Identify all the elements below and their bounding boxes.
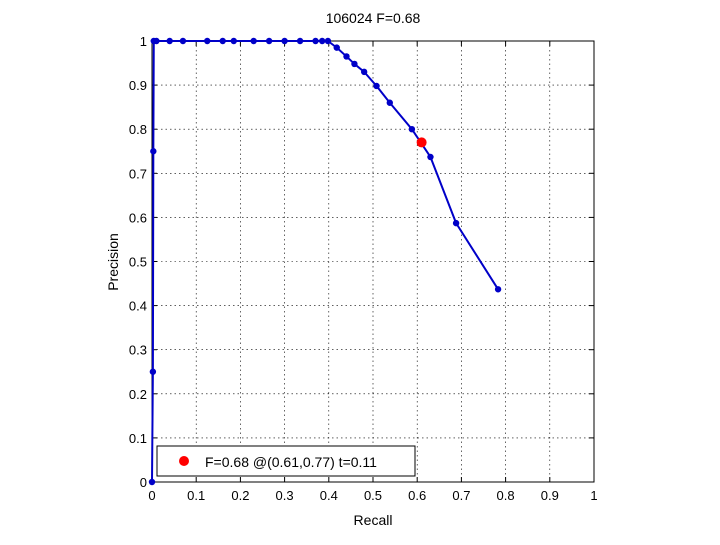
data-point [148, 478, 156, 486]
y-tick-label: 0.7 [129, 166, 147, 181]
data-point [281, 37, 288, 45]
x-tick-label: 0.8 [497, 488, 515, 503]
data-point [219, 37, 226, 45]
x-tick-label: 0.1 [187, 488, 205, 503]
y-tick-label: 0.1 [129, 431, 147, 446]
series-layer [148, 37, 502, 486]
data-point [318, 37, 326, 45]
legend-marker [179, 456, 189, 466]
y-tick-label: 0.6 [129, 210, 147, 225]
data-point [427, 153, 434, 161]
data-point [351, 60, 358, 68]
legend: F=0.68 @(0.61,0.77) t=0.11 [156, 445, 416, 477]
y-tick-label: 0.4 [129, 299, 147, 314]
data-point [324, 37, 332, 45]
highlight-layer [416, 137, 427, 148]
data-point [386, 99, 393, 106]
data-point [166, 37, 173, 45]
data-point [230, 37, 237, 45]
data-point [343, 53, 350, 60]
x-tick-label: 0.6 [408, 488, 426, 503]
data-point [250, 37, 257, 45]
best-f-point [416, 137, 427, 148]
data-point [360, 68, 368, 76]
data-point [179, 37, 187, 45]
y-tick-label: 0 [140, 475, 147, 490]
y-tick-label: 0.9 [129, 78, 147, 93]
y-axis-label: Precision [105, 233, 121, 291]
data-point [265, 37, 273, 45]
data-point [312, 37, 319, 45]
data-point [204, 37, 211, 45]
data-point [408, 126, 416, 133]
y-tick-label: 1 [140, 34, 147, 49]
axis-ticks: 0 0.1 0.2 0.3 0.4 0.5 0.6 0.7 0.8 0.9 1 0 0.1 0.2 0.3 0… [129, 34, 598, 503]
y-tick-label: 0.3 [129, 343, 147, 358]
x-tick-label: 0.2 [231, 488, 249, 503]
legend-label: F=0.68 @(0.61,0.77) t=0.11 [205, 454, 377, 470]
x-tick-label: 0.3 [276, 488, 294, 503]
data-point [150, 148, 157, 155]
data-point [494, 286, 502, 293]
y-tick-label: 0.2 [129, 387, 147, 402]
x-tick-label: 0 [148, 488, 155, 503]
x-tick-label: 0.4 [320, 488, 338, 503]
data-point [149, 368, 157, 375]
x-tick-label: 0.5 [364, 488, 382, 503]
data-point [452, 219, 460, 227]
data-point [296, 37, 304, 45]
y-tick-label: 0.5 [129, 255, 147, 270]
data-point [373, 82, 380, 90]
x-tick-label: 0.9 [541, 488, 559, 503]
x-tick-label: 1 [590, 488, 597, 503]
x-tick-label: 0.7 [452, 488, 470, 503]
x-axis-label: Recall [354, 512, 393, 528]
chart-title: 106024 F=0.68 [326, 10, 421, 26]
legend-box [156, 445, 416, 477]
y-tick-label: 0.8 [129, 122, 147, 137]
data-point [153, 37, 160, 45]
grid-lines [152, 41, 594, 482]
data-point [333, 44, 340, 51]
